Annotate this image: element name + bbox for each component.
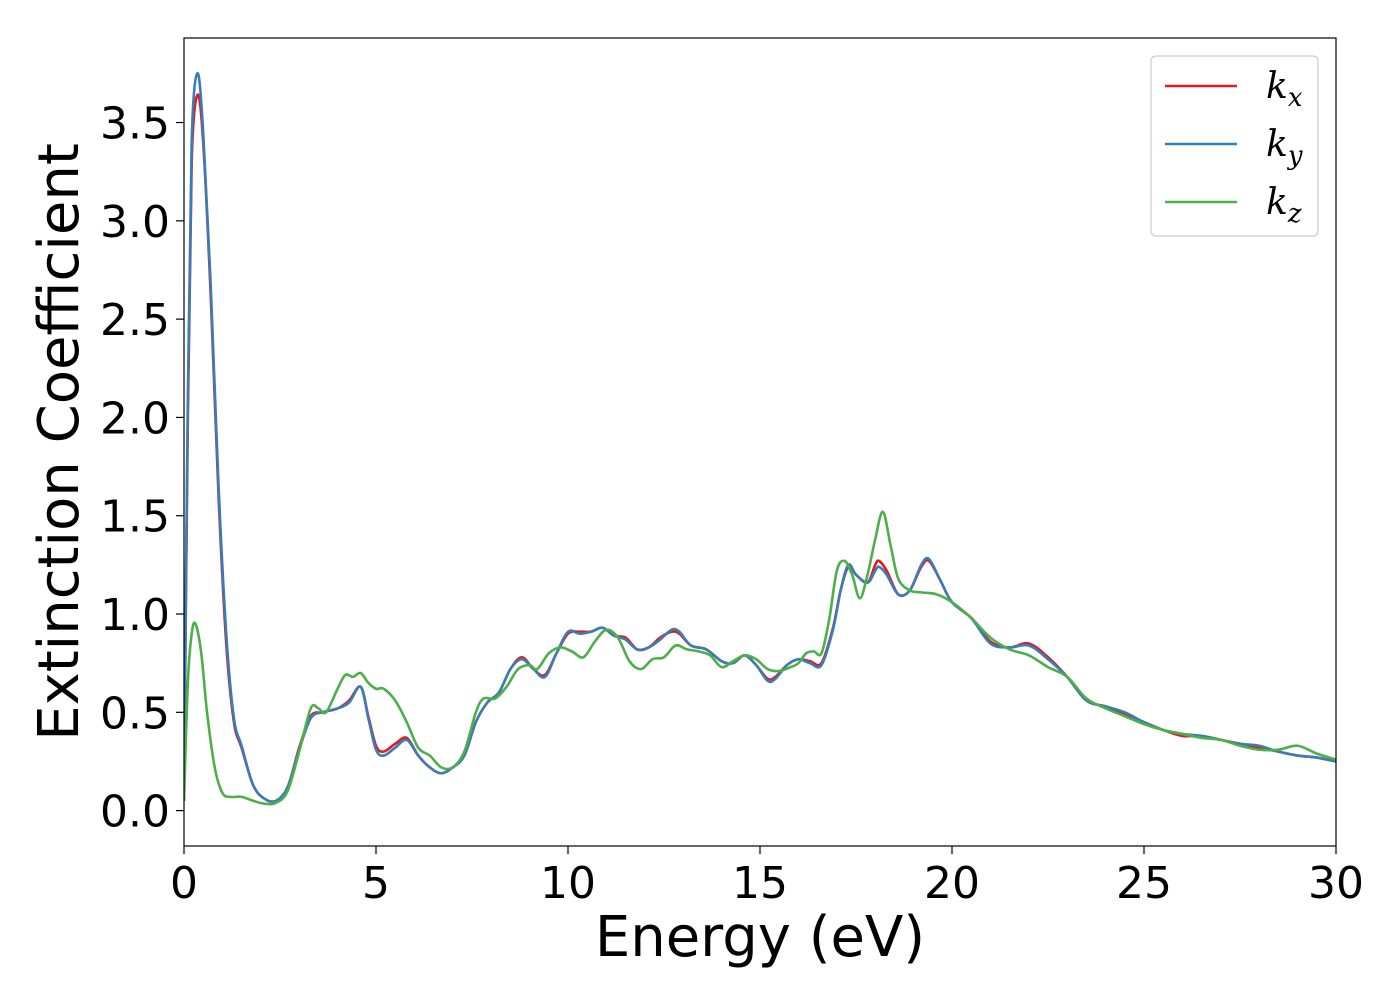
legend: kx ky kz <box>1150 55 1319 237</box>
x-tick-label: 0 <box>170 858 198 909</box>
y-tick-label: 1.0 <box>100 590 170 641</box>
legend-label-ky: ky <box>1266 124 1303 171</box>
y-axis-title: Extinction Coefficient <box>27 143 92 741</box>
y-tick-label: 0.5 <box>100 688 170 739</box>
legend-label-kx: kx <box>1266 66 1303 113</box>
y-tick-label: 0.0 <box>100 787 170 838</box>
x-tick-label: 10 <box>540 858 596 909</box>
series-line-ky <box>184 72 1336 804</box>
x-tick-label: 20 <box>924 858 980 909</box>
series-line-kz <box>184 510 1336 806</box>
legend-box <box>1150 55 1319 237</box>
x-tick-label: 15 <box>732 858 788 909</box>
y-tick-label: 3.0 <box>100 197 170 248</box>
x-tick-label: 30 <box>1308 858 1364 909</box>
x-tick-label: 5 <box>362 858 390 909</box>
y-tick-label: 1.5 <box>100 492 170 543</box>
x-tick-label: 25 <box>1116 858 1172 909</box>
plot-frame <box>183 37 1337 847</box>
y-tick-label: 2.0 <box>100 393 170 444</box>
legend-label-kz: kz <box>1266 182 1302 229</box>
x-axis-title: Energy (eV) <box>595 905 925 970</box>
y-tick-label: 3.5 <box>100 99 170 150</box>
y-tick-label: 2.5 <box>100 295 170 346</box>
